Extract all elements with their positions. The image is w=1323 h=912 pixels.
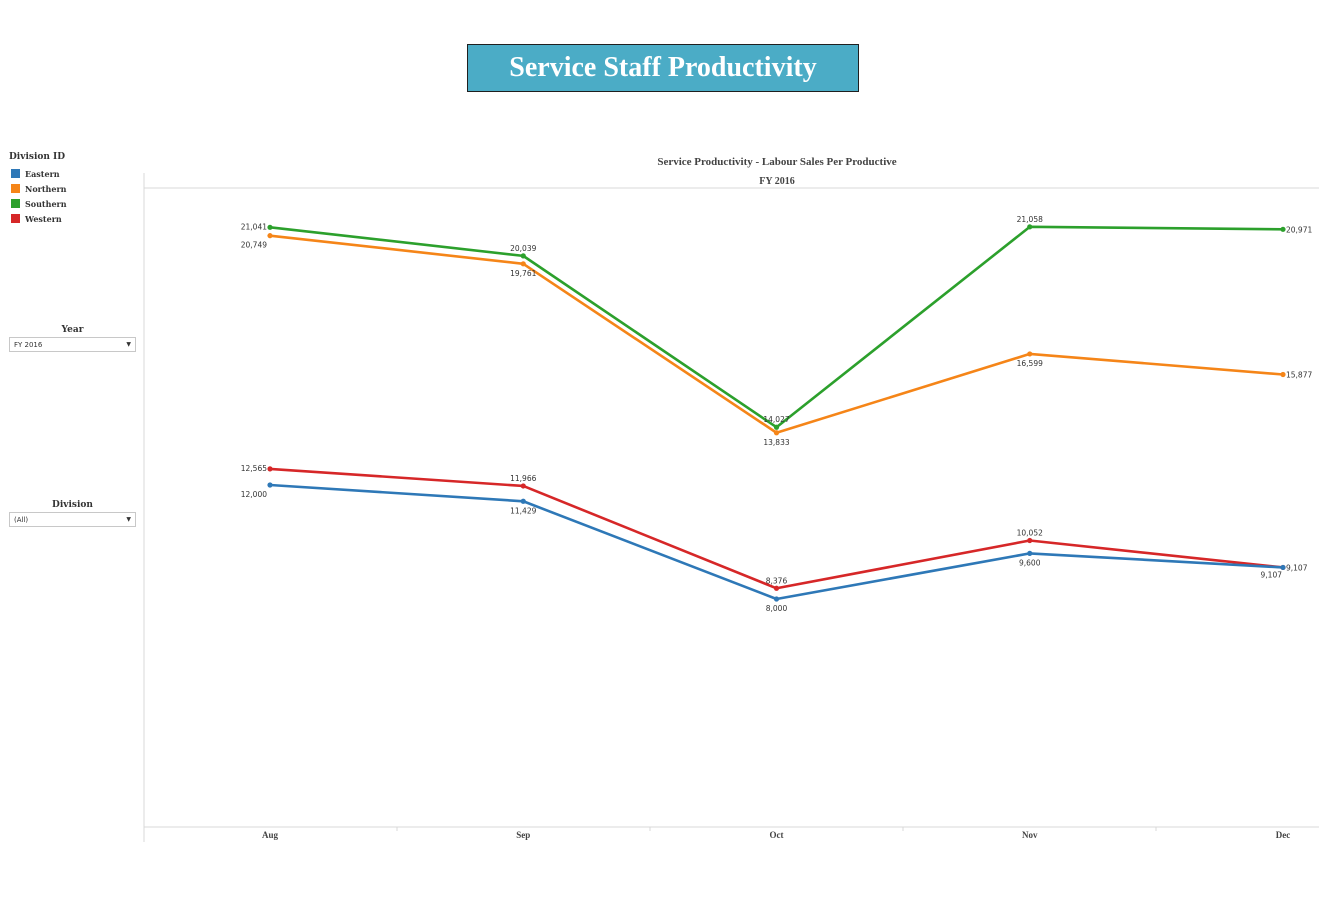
data-label-eastern-oct: 8,000 [766, 604, 788, 613]
chart-title: Service Productivity - Labour Sales Per … [657, 156, 896, 168]
legend-item-southern[interactable]: Southern [9, 196, 67, 211]
data-point-eastern-dec[interactable] [1280, 564, 1286, 571]
legend-label-western: Western [25, 213, 62, 224]
year-dropdown[interactable]: FY 2016 ▼ [9, 337, 136, 352]
data-label-western-aug: 12,565 [241, 464, 267, 473]
data-point-southern-sep[interactable] [520, 253, 526, 259]
data-label-western-oct: 8,376 [766, 576, 788, 585]
data-point-eastern-oct[interactable] [773, 596, 780, 602]
series-line-northern [269, 234, 1284, 435]
data-label-southern-aug: 21,041 [241, 222, 267, 231]
series-line-southern [269, 225, 1284, 429]
data-point-northern-nov[interactable] [1027, 351, 1033, 357]
legend-item-western[interactable]: Western [9, 211, 67, 226]
legend-label-southern: Southern [25, 198, 67, 209]
legend-label-eastern: Eastern [25, 168, 60, 179]
series-line-western [269, 467, 1284, 590]
data-point-western-sep[interactable] [520, 483, 526, 489]
legend-label-northern: Northern [25, 183, 67, 194]
data-point-northern-dec[interactable] [1280, 371, 1286, 378]
legend-swatch-southern [11, 199, 20, 208]
legend-swatch-western [11, 214, 20, 223]
data-point-eastern-aug[interactable] [267, 482, 273, 488]
year-dropdown-value: FY 2016 [14, 340, 43, 349]
data-label-northern-dec: 15,877 [1286, 371, 1312, 380]
data-label-northern-aug: 20,749 [241, 241, 267, 250]
data-point-western-aug[interactable] [267, 466, 273, 472]
x-tick-label-dec: Dec [1276, 830, 1291, 840]
division-dropdown-value: (All) [14, 515, 29, 524]
data-point-southern-dec[interactable] [1280, 226, 1286, 232]
data-point-southern-nov[interactable] [1027, 224, 1033, 230]
dashboard-title-banner: Service Staff Productivity [467, 44, 859, 92]
data-label-eastern-aug: 12,000 [241, 490, 267, 499]
year-filter: Year FY 2016 ▼ [9, 325, 136, 352]
data-point-northern-sep[interactable] [520, 261, 526, 267]
data-label-eastern-sep: 11,429 [510, 506, 536, 515]
chart-subtitle: FY 2016 [759, 176, 794, 187]
data-label-northern-sep: 19,761 [510, 269, 536, 278]
data-label-eastern-dec: 9,107 [1261, 570, 1283, 579]
data-point-southern-oct[interactable] [773, 424, 780, 430]
data-label-western-dec: 9,107 [1286, 563, 1308, 572]
data-point-northern-oct[interactable] [773, 430, 780, 436]
data-label-northern-nov: 16,599 [1017, 359, 1043, 368]
x-tick-label-nov: Nov [1022, 830, 1038, 840]
data-point-eastern-nov[interactable] [1027, 550, 1033, 557]
data-point-western-oct[interactable] [773, 585, 780, 591]
data-label-northern-oct: 13,833 [763, 438, 789, 447]
series-points [267, 224, 1286, 602]
x-tick-label-sep: Sep [516, 830, 530, 840]
x-tick-label-oct: Oct [770, 830, 784, 840]
x-axis: Aug Sep Oct Nov Dec [262, 830, 1290, 840]
data-point-southern-aug[interactable] [267, 224, 273, 230]
division-dropdown[interactable]: (All) ▼ [9, 512, 136, 527]
data-label-eastern-nov: 9,600 [1019, 558, 1041, 567]
data-point-northern-aug[interactable] [267, 233, 273, 239]
division-filter-title: Division [52, 500, 93, 510]
series-lines [269, 225, 1284, 601]
chevron-down-icon: ▼ [126, 516, 131, 523]
data-point-western-nov[interactable] [1027, 537, 1033, 544]
data-labels: 21,041 20,039 14,027 21,058 20,971 20,749 19,7… [241, 215, 1313, 613]
data-label-southern-oct: 14,027 [763, 415, 789, 424]
data-label-western-sep: 11,966 [510, 474, 536, 483]
chart-frame [143, 173, 1319, 842]
year-filter-title: Year [61, 325, 84, 335]
data-label-western-nov: 10,052 [1017, 529, 1043, 538]
legend-item-northern[interactable]: Northern [9, 181, 67, 196]
legend-swatch-northern [11, 184, 20, 193]
legend-title: Division ID [9, 152, 66, 162]
legend-swatch-eastern [11, 169, 20, 178]
data-label-southern-sep: 20,039 [510, 244, 536, 253]
data-label-southern-dec: 20,971 [1286, 225, 1312, 234]
division-legend: Division ID Eastern Northern Southern We… [9, 152, 67, 226]
legend-item-eastern[interactable]: Eastern [9, 166, 67, 181]
data-point-eastern-sep[interactable] [520, 498, 526, 504]
chevron-down-icon: ▼ [126, 341, 131, 348]
division-filter: Division (All) ▼ [9, 500, 136, 527]
x-tick-label-aug: Aug [262, 830, 279, 840]
dashboard-title: Service Staff Productivity [509, 52, 817, 83]
data-label-southern-nov: 21,058 [1017, 215, 1043, 224]
